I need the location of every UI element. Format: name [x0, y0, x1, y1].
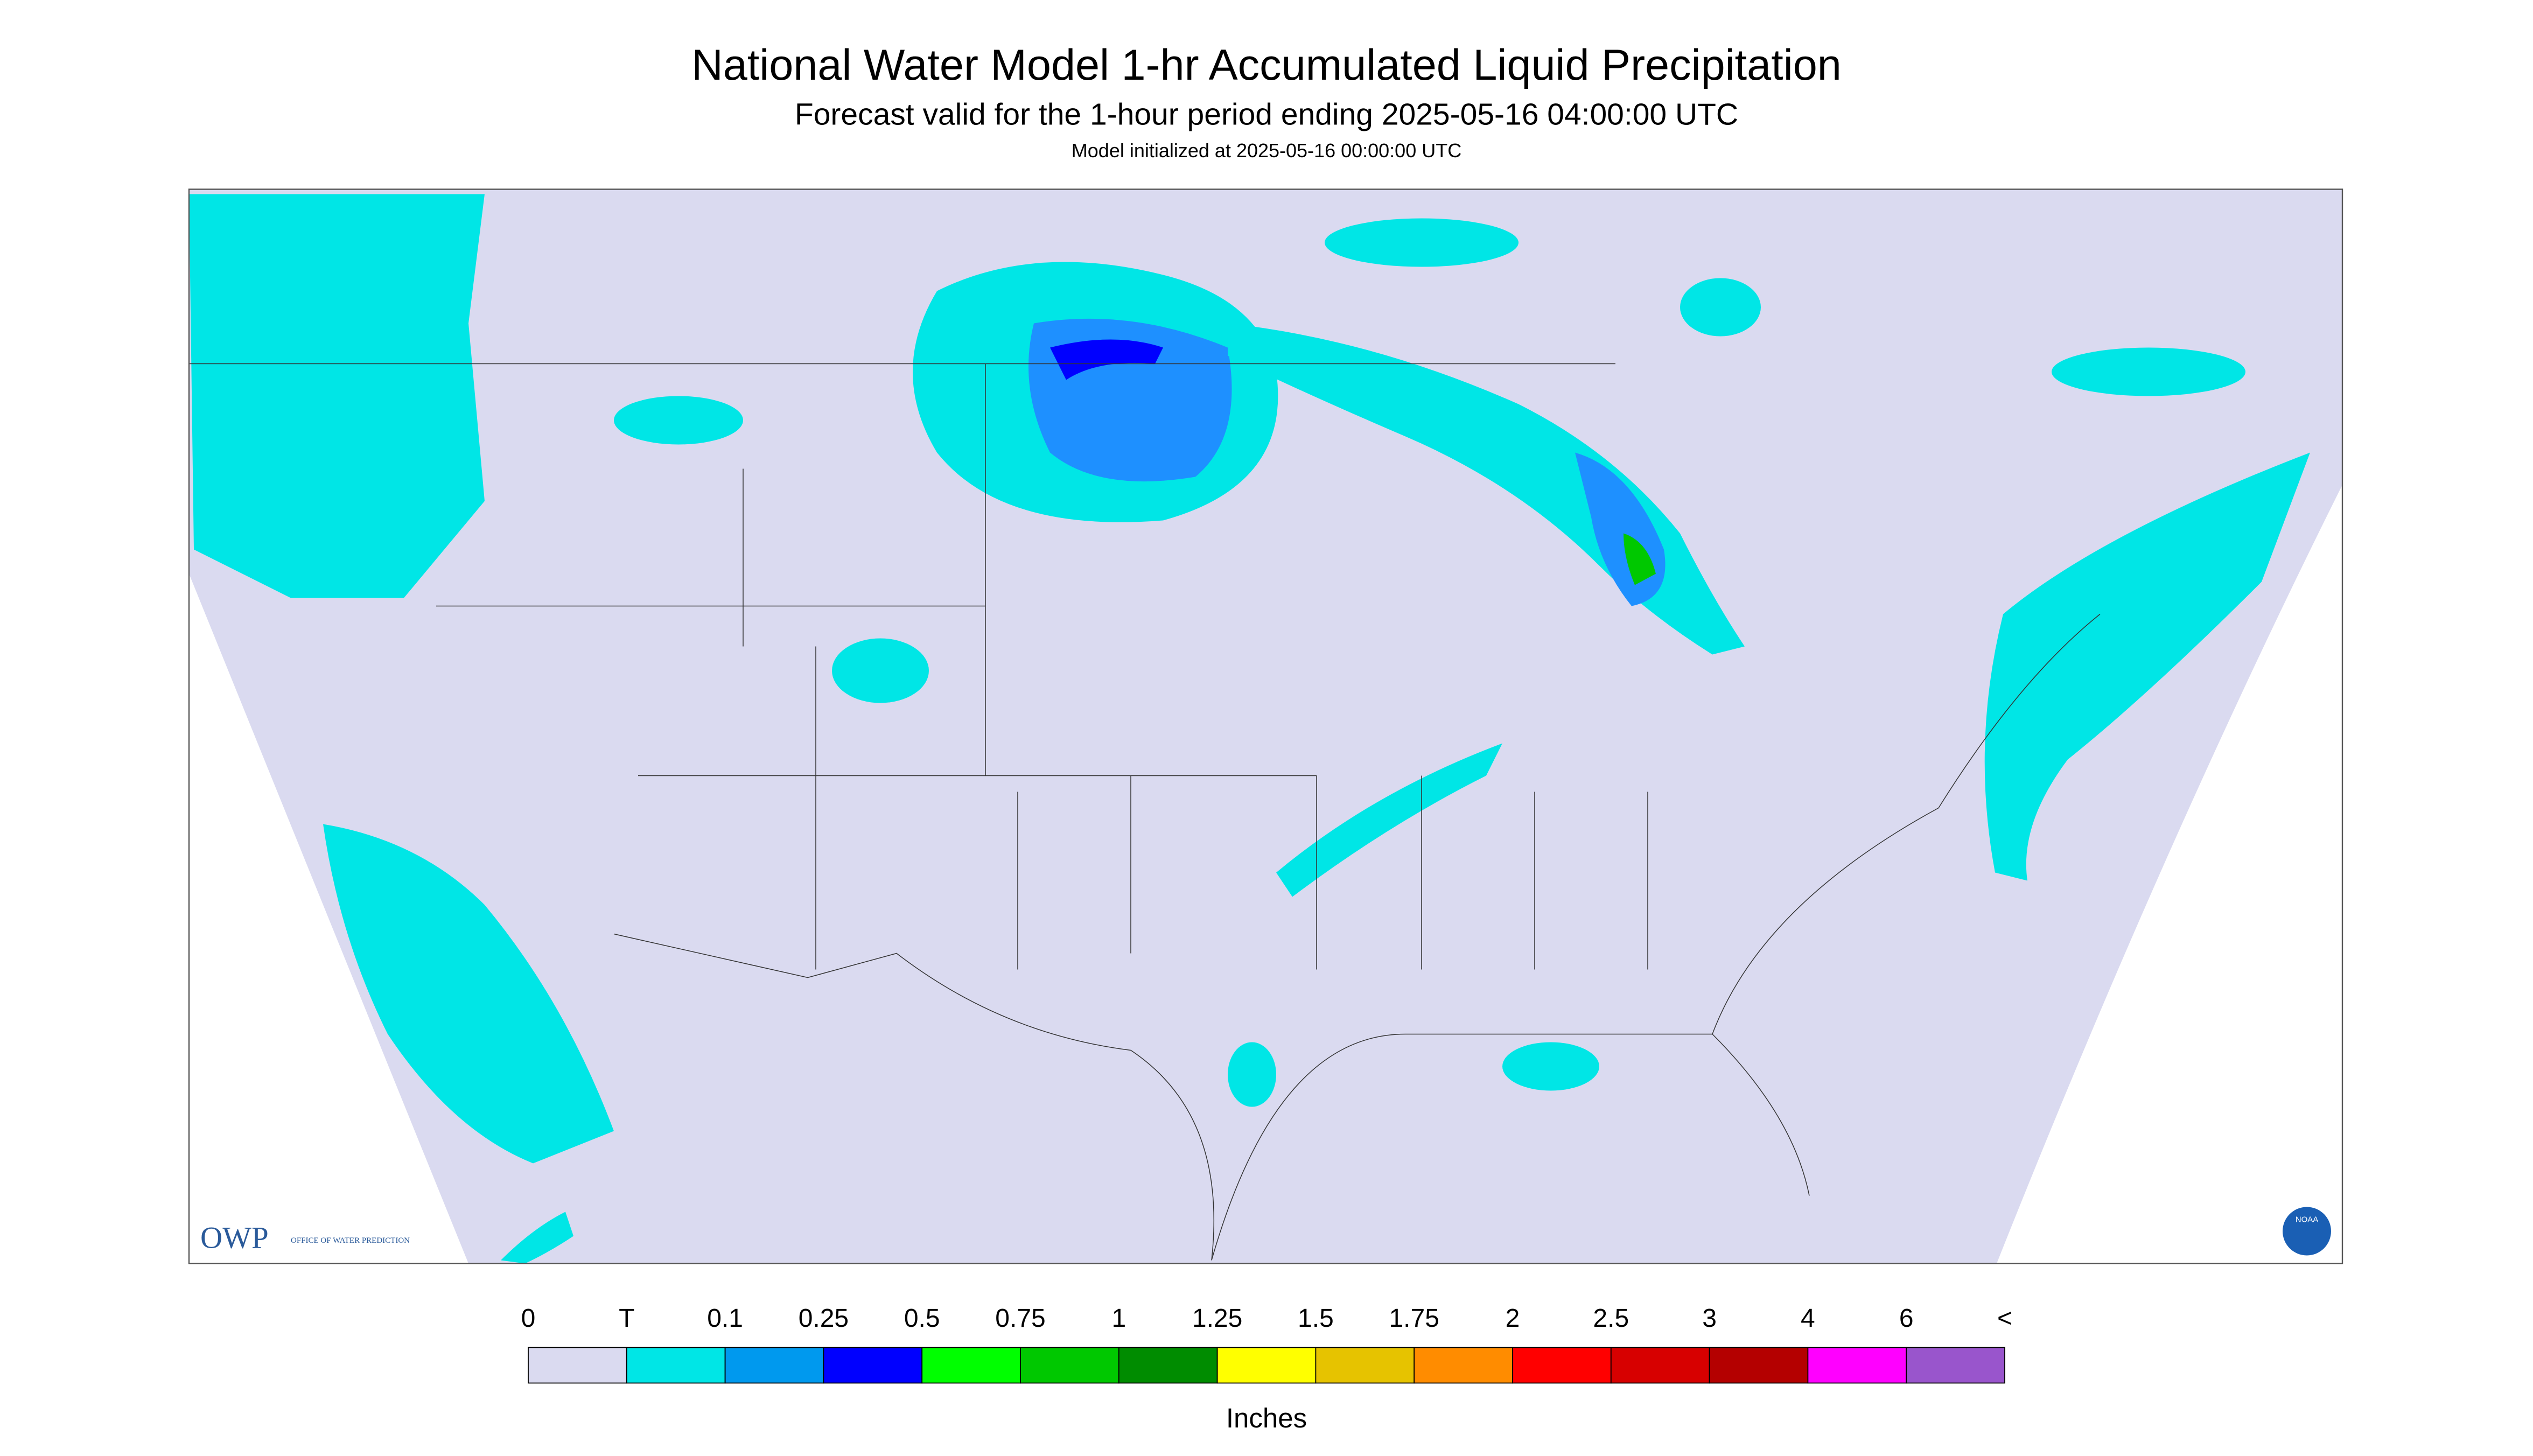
subtitle: Forecast valid for the 1-hour period end…	[795, 97, 1738, 132]
colorbar-swatch	[1709, 1347, 1809, 1384]
colorbar-label: 2	[1506, 1304, 1520, 1333]
noaa-logo	[2283, 1207, 2331, 1256]
boundaries	[189, 363, 2101, 1261]
border-line	[613, 933, 1215, 1261]
title: National Water Model 1-hr Accumulated Li…	[691, 41, 1842, 89]
owp-logo: OWP	[200, 1221, 269, 1255]
state-line	[1316, 775, 1648, 970]
colorbar-label: 0	[521, 1304, 536, 1333]
noaa-logo-text: NOAA	[2296, 1215, 2319, 1224]
colorbar-swatch	[724, 1347, 824, 1384]
precip-area	[1502, 1042, 1599, 1091]
precip-area	[1680, 278, 1761, 337]
precip-area	[501, 1212, 573, 1264]
precip-area	[1050, 339, 1163, 380]
colorbar-label: 3	[1702, 1304, 1717, 1333]
precip-area	[1984, 452, 2310, 881]
colorbar-label: <	[1997, 1304, 2012, 1333]
colorbar-swatch	[1807, 1347, 1907, 1384]
precip-area	[614, 396, 743, 445]
precipitation	[189, 194, 2310, 1264]
colorbar-swatch	[1315, 1347, 1415, 1384]
colorbar-swatch	[823, 1347, 923, 1384]
colorbar-swatch	[1906, 1347, 2005, 1384]
colorbar-label: 0.25	[799, 1304, 849, 1333]
colorbar-unit: Inches	[1226, 1403, 1307, 1433]
colorbar-label: 1.5	[1298, 1304, 1334, 1333]
colorbar-label: 0.75	[995, 1304, 1045, 1333]
colorbar-label: 0.5	[904, 1304, 940, 1333]
precip-area	[1624, 533, 1656, 585]
colorbar-swatch	[1118, 1347, 1218, 1384]
colorbar-label: 0.1	[707, 1304, 743, 1333]
colorbar-label: T	[619, 1304, 634, 1333]
colorbar-swatch	[1216, 1347, 1317, 1384]
colorbar-label: 1.75	[1389, 1304, 1439, 1333]
colorbar-swatch	[626, 1347, 726, 1384]
map-frame	[188, 188, 2343, 1264]
colorbar-swatch	[528, 1347, 627, 1384]
model-domain	[189, 189, 2342, 1264]
colorbar-label: 1	[1111, 1304, 1126, 1333]
init-time: Model initialized at 2025-05-16 00:00:00…	[1072, 139, 1461, 162]
precip-area	[189, 194, 485, 598]
owp-logo-text: OFFICE OF WATER PREDICTION	[291, 1236, 410, 1245]
precip-area	[832, 638, 929, 703]
precip-area	[323, 824, 614, 1164]
colorbar-label: 4	[1801, 1304, 1815, 1333]
colorbar-label: 2.5	[1593, 1304, 1629, 1333]
colorbar-label: 6	[1899, 1304, 1914, 1333]
colorbar-swatch	[921, 1347, 1021, 1384]
coast-line	[1211, 613, 2101, 1261]
colorbar-swatch	[1512, 1347, 1612, 1384]
precip-area	[1228, 1042, 1276, 1107]
precip-area	[1276, 743, 1502, 897]
colorbar: 0 T 0.1 0.25 0.5 0.75 1 1.25 1.5 1.75 2 2.5 3 4 6 <	[521, 1304, 2012, 1384]
colorbar-swatch	[1414, 1347, 1513, 1384]
precip-area	[1325, 218, 1519, 267]
colorbar-label: 1.25	[1192, 1304, 1242, 1333]
map: OWP OFFICE OF WATER PREDICTION NOAA	[188, 188, 2343, 1264]
colorbar-swatch	[1610, 1347, 1710, 1384]
state-line	[436, 363, 1317, 970]
precip-area	[2052, 347, 2245, 396]
colorbar-swatch	[1020, 1347, 1119, 1384]
